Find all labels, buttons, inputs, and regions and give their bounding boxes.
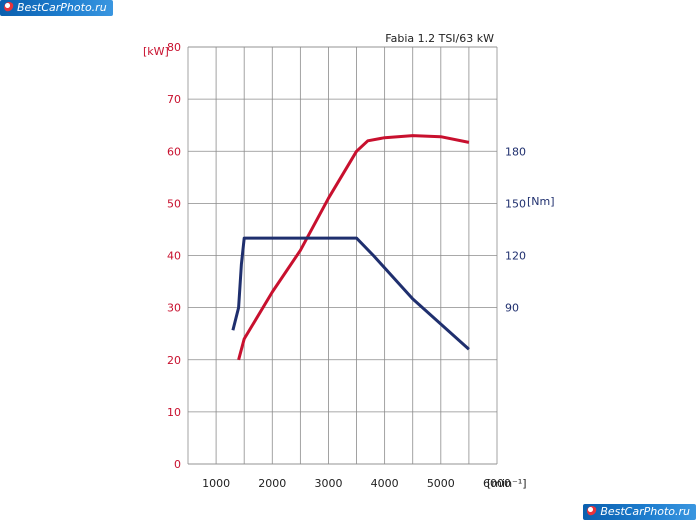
watermark-text: BestCarPhoto.ru: [17, 1, 107, 14]
watermark-text: BestCarPhoto.ru: [600, 505, 690, 518]
left-tick-label: 40: [167, 250, 181, 263]
left-axis-unit: [kW]: [143, 45, 169, 58]
logo-icon: [587, 506, 598, 516]
left-tick-label: 60: [167, 145, 181, 158]
watermark-bottom: BestCarPhoto.ru: [583, 504, 696, 520]
left-tick-label: 70: [167, 93, 181, 106]
x-axis-ticks: 1000 2000 3000 4000 5000 6000: [202, 477, 511, 490]
right-tick-label: 90: [505, 302, 519, 315]
right-axis-ticks: 180 150 120 90: [505, 145, 526, 314]
left-tick-label: 10: [167, 406, 181, 419]
series-layer: [231, 134, 470, 361]
x-tick-label: 1000: [202, 477, 230, 490]
left-tick-label: 30: [167, 302, 181, 315]
left-tick-label: 80: [167, 41, 181, 54]
left-tick-label: 20: [167, 354, 181, 367]
left-tick-label: 0: [174, 458, 181, 471]
x-tick-label: 3000: [314, 477, 342, 490]
x-tick-label: 4000: [371, 477, 399, 490]
torque-series-line: [231, 236, 470, 351]
left-tick-label: 50: [167, 197, 181, 210]
chart-title: Fabia 1.2 TSI/63 kW: [385, 32, 494, 45]
logo-icon: [4, 2, 14, 12]
right-tick-label: 180: [505, 145, 526, 158]
power-series-line: [237, 134, 470, 361]
right-tick-label: 120: [505, 250, 526, 263]
horizontal-gridlines: [188, 46, 497, 465]
vertical-gridlines: [215, 47, 470, 464]
left-axis-ticks: 80 70 60 50 40 30 20 10 0: [167, 41, 181, 471]
right-axis-unit: [Nm]: [527, 195, 555, 208]
x-tick-label: 2000: [258, 477, 286, 490]
x-tick-label: 6000: [483, 477, 511, 490]
right-tick-label: 150: [505, 197, 526, 210]
x-axis-unit: [min⁻¹]: [487, 477, 527, 490]
x-tick-label: 5000: [427, 477, 455, 490]
watermark-top: BestCarPhoto.ru: [0, 0, 113, 16]
